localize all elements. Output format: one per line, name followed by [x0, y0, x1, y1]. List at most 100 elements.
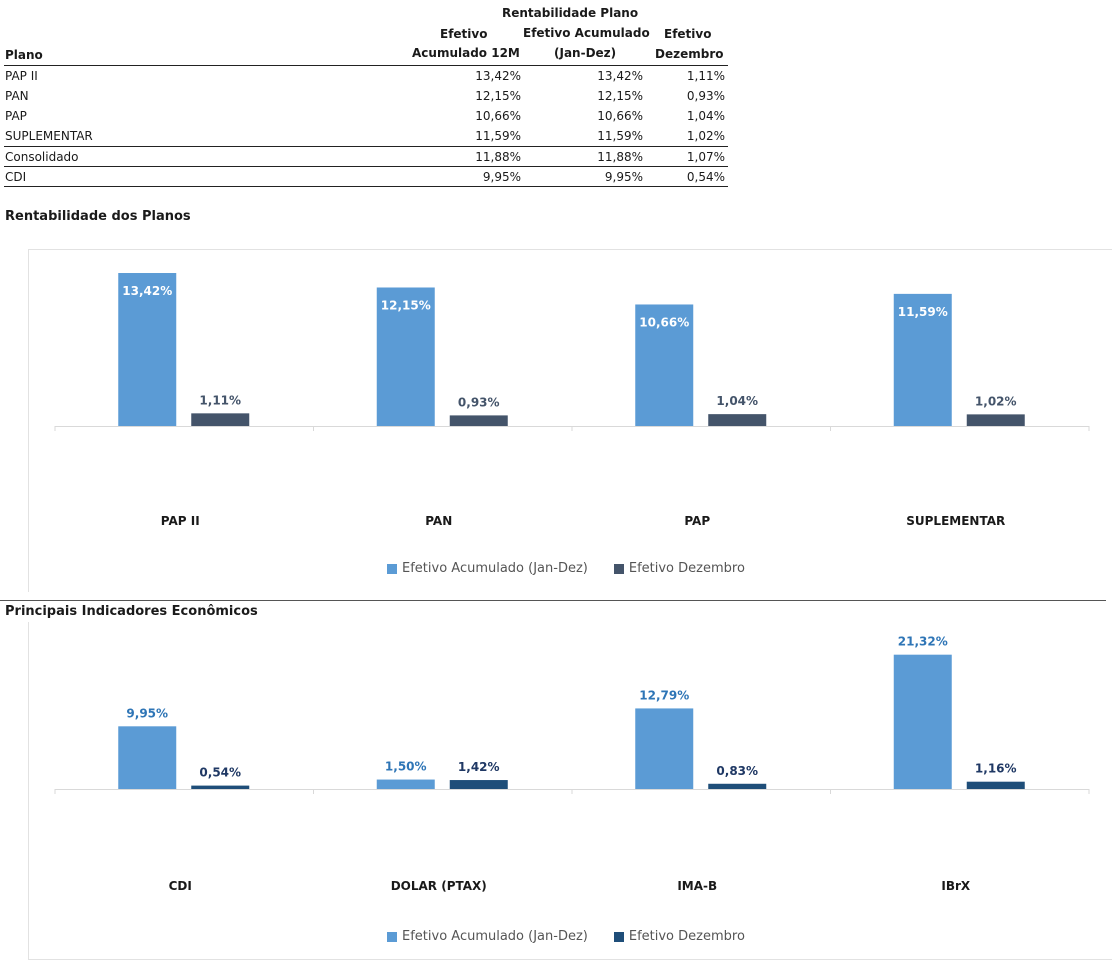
legend-swatch: [387, 563, 397, 574]
cell-plano: PAN: [5, 89, 29, 103]
data-label-dezembro: 1,42%: [458, 760, 500, 774]
category-label: CDI: [169, 879, 192, 893]
legend-item: Efetivo Acumulado (Jan-Dez): [387, 929, 588, 944]
section-divider: [0, 600, 1106, 601]
cell-acum-12m: 11,59%: [475, 129, 521, 143]
cell-dezembro: 0,93%: [686, 89, 725, 103]
legend-label: Efetivo Acumulado (Jan-Dez): [402, 561, 588, 576]
bar-dezembro: [191, 785, 250, 789]
data-label-acumulado: 12,79%: [639, 688, 689, 702]
cell-acum-12m: 13,42%: [475, 69, 521, 83]
category-label: PAP: [684, 514, 710, 528]
table-row: PAN 12,15% 12,15% 0,93%: [4, 86, 728, 106]
cell-dezembro: 1,02%: [686, 129, 725, 143]
data-label-dezembro: 1,11%: [199, 393, 241, 407]
cell-plano: Consolidado: [5, 150, 79, 164]
header-efetivo-12m-line2: Acumulado 12M: [412, 46, 520, 60]
cell-dezembro: 1,04%: [686, 109, 725, 123]
cell-plano: PAP: [5, 109, 27, 123]
header-dezembro-line1: Efetivo: [664, 27, 712, 41]
data-label-acumulado: 13,42%: [122, 284, 172, 298]
legend-swatch: [613, 563, 624, 574]
data-label-acumulado: 9,95%: [126, 706, 168, 720]
chart-box-planos: 13,42% 1,11% PAP II 12,15% 0,93% PAN 10,66% 1,0…: [28, 249, 1112, 592]
legend-label: Efetivo Dezembro: [628, 929, 745, 944]
legend-item: Efetivo Dezembro: [613, 929, 745, 944]
cell-acum-12m: 9,95%: [482, 170, 521, 184]
category-label: IMA-B: [677, 879, 717, 893]
table-row: CDI 9,95% 9,95% 0,54%: [4, 167, 728, 187]
header-plano: Plano: [5, 48, 43, 62]
bar-acumulado: [118, 726, 177, 789]
data-label-acumulado: 11,59%: [898, 305, 948, 319]
bar-acumulado: [376, 287, 435, 426]
legend-label: Efetivo Acumulado (Jan-Dez): [402, 929, 588, 944]
bar-acumulado: [635, 708, 694, 789]
cell-acum-jan-dez: 11,59%: [597, 129, 643, 143]
legend-swatch: [613, 931, 624, 942]
data-label-acumulado: 1,50%: [385, 760, 427, 774]
chart-planos: 13,42% 1,11% PAP II 12,15% 0,93% PAN 10,66% 1,0…: [54, 273, 1090, 528]
category-label: SUPLEMENTAR: [906, 514, 1005, 528]
legend-indicadores: Efetivo Acumulado (Jan-Dez) Efetivo Dezem…: [387, 929, 771, 944]
cell-dezembro: 0,54%: [686, 170, 725, 184]
section-title-planos: Rentabilidade dos Planos: [5, 209, 191, 224]
category-label: IBrX: [941, 879, 971, 893]
data-label-dezembro: 0,54%: [199, 766, 241, 780]
header-efetivo-12m-line1: Efetivo: [440, 27, 488, 41]
bar-acumulado: [893, 293, 952, 426]
bar-dezembro: [449, 780, 508, 789]
legend-label: Efetivo Dezembro: [628, 561, 745, 576]
category-label: DOLAR (PTAX): [391, 879, 487, 893]
chart-box-indicadores: 9,95% 0,54% CDI 1,50% 1,42% DOLAR (PTAX) 12,79…: [28, 622, 1112, 960]
header-acum-jan-dez-line1: Efetivo Acumulado: [523, 26, 650, 40]
header-dezembro-line2: Dezembro: [655, 47, 724, 61]
data-label-dezembro: 1,04%: [716, 394, 758, 408]
legend-item: Efetivo Dezembro: [613, 561, 745, 576]
cell-acum-12m: 11,88%: [475, 150, 521, 164]
bar-dezembro: [966, 781, 1025, 789]
category-label: PAN: [425, 514, 452, 528]
data-label-dezembro: 0,83%: [716, 764, 758, 778]
data-label-dezembro: 0,93%: [458, 395, 500, 409]
cell-acum-jan-dez: 12,15%: [597, 89, 643, 103]
cell-acum-jan-dez: 10,66%: [597, 109, 643, 123]
bar-acumulado: [118, 273, 177, 426]
bar-acumulado: [893, 654, 952, 789]
legend-planos: Efetivo Acumulado (Jan-Dez) Efetivo Dezem…: [387, 561, 771, 576]
data-label-acumulado: 12,15%: [381, 298, 431, 312]
bar-dezembro: [708, 783, 767, 789]
table-row: SUPLEMENTAR 11,59% 11,59% 1,02%: [4, 126, 728, 146]
cell-acum-12m: 12,15%: [475, 89, 521, 103]
header-group: Rentabilidade Plano: [502, 6, 639, 20]
bar-dezembro: [191, 413, 250, 426]
cell-dezembro: 1,11%: [686, 69, 725, 83]
data-label-dezembro: 1,02%: [975, 394, 1017, 408]
table-row: PAP 10,66% 10,66% 1,04%: [4, 106, 728, 126]
legend-item: Efetivo Acumulado (Jan-Dez): [387, 561, 588, 576]
data-label-acumulado: 10,66%: [639, 315, 689, 329]
table-row: Consolidado 11,88% 11,88% 1,07%: [4, 146, 728, 167]
rentabilidade-table: Rentabilidade Plano Plano Efetivo Acumul…: [4, 3, 728, 187]
bar-acumulado: [635, 304, 694, 426]
table-header: Rentabilidade Plano Plano Efetivo Acumul…: [4, 3, 728, 66]
legend-swatch: [387, 931, 397, 942]
section-title-indicadores: Principais Indicadores Econômicos: [5, 604, 258, 619]
cell-plano: CDI: [5, 170, 27, 184]
table-row: PAP II 13,42% 13,42% 1,11%: [4, 66, 728, 86]
cell-acum-jan-dez: 13,42%: [597, 69, 643, 83]
data-label-acumulado: 21,32%: [898, 635, 948, 649]
cell-dezembro: 1,07%: [686, 150, 725, 164]
category-label: PAP II: [161, 514, 200, 528]
bar-dezembro: [449, 415, 508, 426]
cell-plano: SUPLEMENTAR: [5, 129, 93, 143]
bar-acumulado: [376, 779, 435, 789]
chart-indicadores: 9,95% 0,54% CDI 1,50% 1,42% DOLAR (PTAX) 12,79…: [54, 635, 1090, 893]
cell-acum-jan-dez: 11,88%: [597, 150, 643, 164]
bar-dezembro: [708, 414, 767, 426]
header-acum-jan-dez-line2: (Jan-Dez): [554, 46, 617, 60]
data-label-dezembro: 1,16%: [975, 762, 1017, 776]
bar-dezembro: [966, 414, 1025, 426]
cell-acum-jan-dez: 9,95%: [604, 170, 643, 184]
table-body: PAP II 13,42% 13,42% 1,11% PAN 12,15% 12,15% 0,…: [4, 66, 728, 187]
